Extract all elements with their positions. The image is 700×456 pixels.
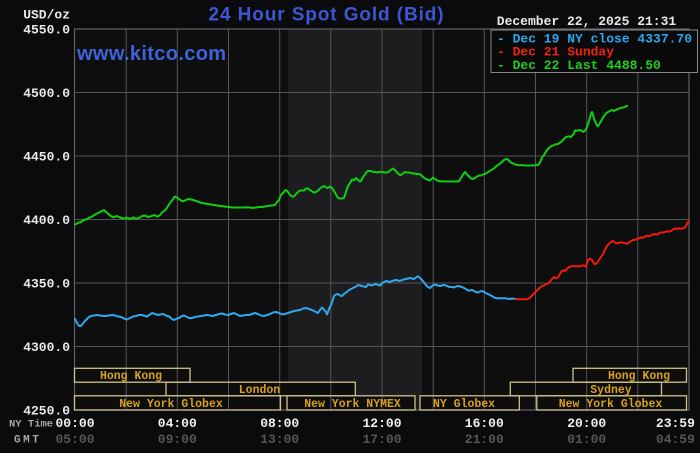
svg-text:Hong Kong: Hong Kong: [100, 370, 162, 383]
svg-text:www.kitco.com: www.kitco.com: [76, 43, 226, 65]
svg-text:13:00: 13:00: [260, 432, 299, 447]
svg-text:23:59: 23:59: [656, 416, 695, 431]
svg-text:New York Globex: New York Globex: [559, 398, 663, 411]
svg-text:20:00: 20:00: [567, 416, 606, 431]
svg-text:4450.0: 4450.0: [23, 150, 70, 165]
svg-text:12:00: 12:00: [362, 416, 401, 431]
svg-text:Sydney: Sydney: [590, 384, 632, 397]
svg-text:- Dec 19 NY close 4337.70: - Dec 19 NY close 4337.70: [497, 31, 692, 46]
svg-text:4250.0: 4250.0: [23, 404, 70, 419]
svg-text:04:00: 04:00: [158, 416, 197, 431]
svg-text:17:00: 17:00: [362, 432, 401, 447]
svg-text:16:00: 16:00: [465, 416, 504, 431]
svg-text:4400.0: 4400.0: [23, 213, 70, 228]
svg-text:4350.0: 4350.0: [23, 277, 70, 292]
svg-text:09:00: 09:00: [158, 432, 197, 447]
svg-text:New York Globex: New York Globex: [119, 398, 223, 411]
svg-text:December 22, 2025 21:31: December 22, 2025 21:31: [497, 14, 677, 29]
svg-text:24 Hour Spot Gold (Bid): 24 Hour Spot Gold (Bid): [208, 5, 444, 26]
svg-text:4300.0: 4300.0: [23, 340, 70, 355]
svg-text:08:00: 08:00: [260, 416, 299, 431]
svg-text:New York NYMEX: New York NYMEX: [304, 398, 401, 411]
svg-text:GMT: GMT: [14, 435, 41, 447]
svg-text:- Dec 21 Sunday: - Dec 21 Sunday: [497, 44, 614, 59]
svg-text:21:00: 21:00: [465, 432, 504, 447]
svg-text:4500.0: 4500.0: [23, 86, 70, 101]
svg-text:05:00: 05:00: [55, 432, 94, 447]
svg-text:NY Globex: NY Globex: [433, 398, 495, 411]
svg-text:NY Time: NY Time: [9, 419, 53, 431]
svg-text:01:00: 01:00: [567, 432, 606, 447]
svg-text:London: London: [239, 384, 281, 397]
svg-text:4550.0: 4550.0: [23, 23, 70, 38]
svg-text:USD/oz: USD/oz: [23, 8, 70, 23]
svg-text:00:00: 00:00: [55, 416, 94, 431]
svg-text:04:59: 04:59: [656, 432, 695, 447]
svg-text:Hong Kong: Hong Kong: [608, 370, 670, 383]
svg-text:- Dec 22 Last 4488.50: - Dec 22 Last 4488.50: [497, 58, 661, 73]
